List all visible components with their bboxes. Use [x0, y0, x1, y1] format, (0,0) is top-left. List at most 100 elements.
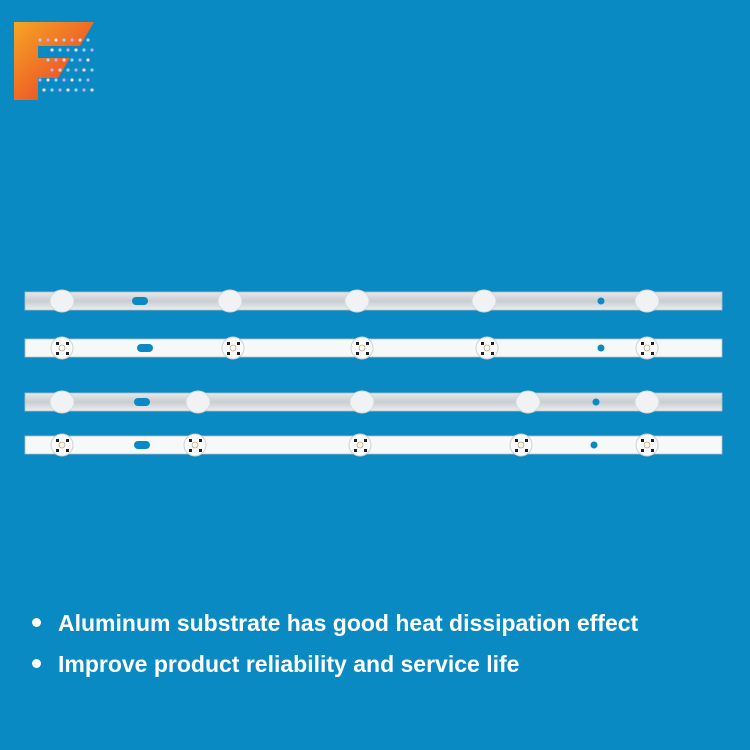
logo	[14, 22, 94, 100]
led-pad	[651, 352, 654, 355]
led-pad	[525, 449, 528, 452]
logo-dot	[74, 88, 78, 92]
logo-dot	[82, 68, 86, 72]
lens-mark	[634, 390, 660, 414]
logo-dot	[42, 88, 46, 92]
led-pad	[56, 352, 59, 355]
logo-dot	[66, 48, 70, 52]
logo-dot	[66, 68, 70, 72]
strip	[24, 291, 723, 311]
led-chip	[58, 441, 66, 449]
logo-dot	[90, 68, 94, 72]
led-chip	[356, 441, 364, 449]
logo-dot	[50, 48, 54, 52]
strip-hole	[132, 297, 148, 305]
logo-dot	[38, 38, 42, 42]
strip	[24, 435, 723, 455]
logo-dot	[78, 78, 82, 82]
strip-hole	[590, 441, 598, 449]
led-chip	[643, 344, 651, 352]
led-pad	[66, 352, 69, 355]
led-pad	[199, 449, 202, 452]
led-chip	[358, 344, 366, 352]
logo-dot	[54, 78, 58, 82]
lens-mark	[217, 289, 243, 313]
led-chip	[517, 441, 525, 449]
logo-dot	[38, 78, 42, 82]
lens-mark	[515, 390, 541, 414]
logo-dot	[74, 48, 78, 52]
led-pad	[189, 439, 192, 442]
led-pad	[227, 342, 230, 345]
lens-mark	[185, 390, 211, 414]
led-pad	[481, 342, 484, 345]
bullet-item: Improve product reliability and service …	[32, 651, 519, 678]
led-pad	[491, 342, 494, 345]
led-pad	[56, 449, 59, 452]
logo-dot	[58, 88, 62, 92]
led-pad	[641, 449, 644, 452]
logo-dot	[50, 88, 54, 92]
logo-dot	[70, 38, 74, 42]
led-pad	[366, 352, 369, 355]
led-pad	[364, 449, 367, 452]
logo-dot	[58, 68, 62, 72]
lens-mark	[471, 289, 497, 313]
led-pad	[651, 439, 654, 442]
led-strips	[24, 289, 723, 457]
led-chip	[483, 344, 491, 352]
logo-dot	[70, 78, 74, 82]
led-pad	[641, 439, 644, 442]
led-pad	[481, 352, 484, 355]
led-pad	[356, 342, 359, 345]
led-pad	[199, 439, 202, 442]
strip-hole	[597, 344, 605, 352]
logo-dot	[54, 58, 58, 62]
led-pad	[354, 449, 357, 452]
led-pad	[189, 449, 192, 452]
bullet-item: Aluminum substrate has good heat dissipa…	[32, 610, 638, 637]
logo-dot	[78, 38, 82, 42]
led-pad	[66, 342, 69, 345]
logo-dot	[78, 58, 82, 62]
strip-hole	[592, 398, 600, 406]
led-pad	[237, 352, 240, 355]
strip-hole	[134, 441, 150, 449]
logo-dot	[62, 58, 66, 62]
led-pad	[227, 352, 230, 355]
led-pad	[525, 439, 528, 442]
logo-dot	[46, 58, 50, 62]
led-chip	[191, 441, 199, 449]
logo-dot	[86, 38, 90, 42]
logo-dot	[62, 38, 66, 42]
bullet-text: Aluminum substrate has good heat dissipa…	[58, 610, 639, 636]
led-pad	[364, 439, 367, 442]
logo-dot	[82, 48, 86, 52]
led-pad	[356, 352, 359, 355]
led-chip	[229, 344, 237, 352]
led-pad	[56, 439, 59, 442]
led-chip	[643, 441, 651, 449]
logo-dot	[86, 58, 90, 62]
led-pad	[641, 342, 644, 345]
led-pad	[651, 342, 654, 345]
logo-dot	[58, 48, 62, 52]
led-pad	[651, 449, 654, 452]
strip-hole	[134, 398, 150, 406]
logo-dot	[46, 78, 50, 82]
logo-dot	[82, 88, 86, 92]
lens-mark	[349, 390, 375, 414]
led-pad	[56, 342, 59, 345]
led-pad	[515, 449, 518, 452]
logo-dot	[50, 68, 54, 72]
led-pad	[354, 439, 357, 442]
logo-dot	[70, 58, 74, 62]
lens-mark	[344, 289, 370, 313]
led-pad	[66, 449, 69, 452]
led-pad	[66, 439, 69, 442]
lens-mark	[49, 289, 75, 313]
logo-dot	[62, 78, 66, 82]
